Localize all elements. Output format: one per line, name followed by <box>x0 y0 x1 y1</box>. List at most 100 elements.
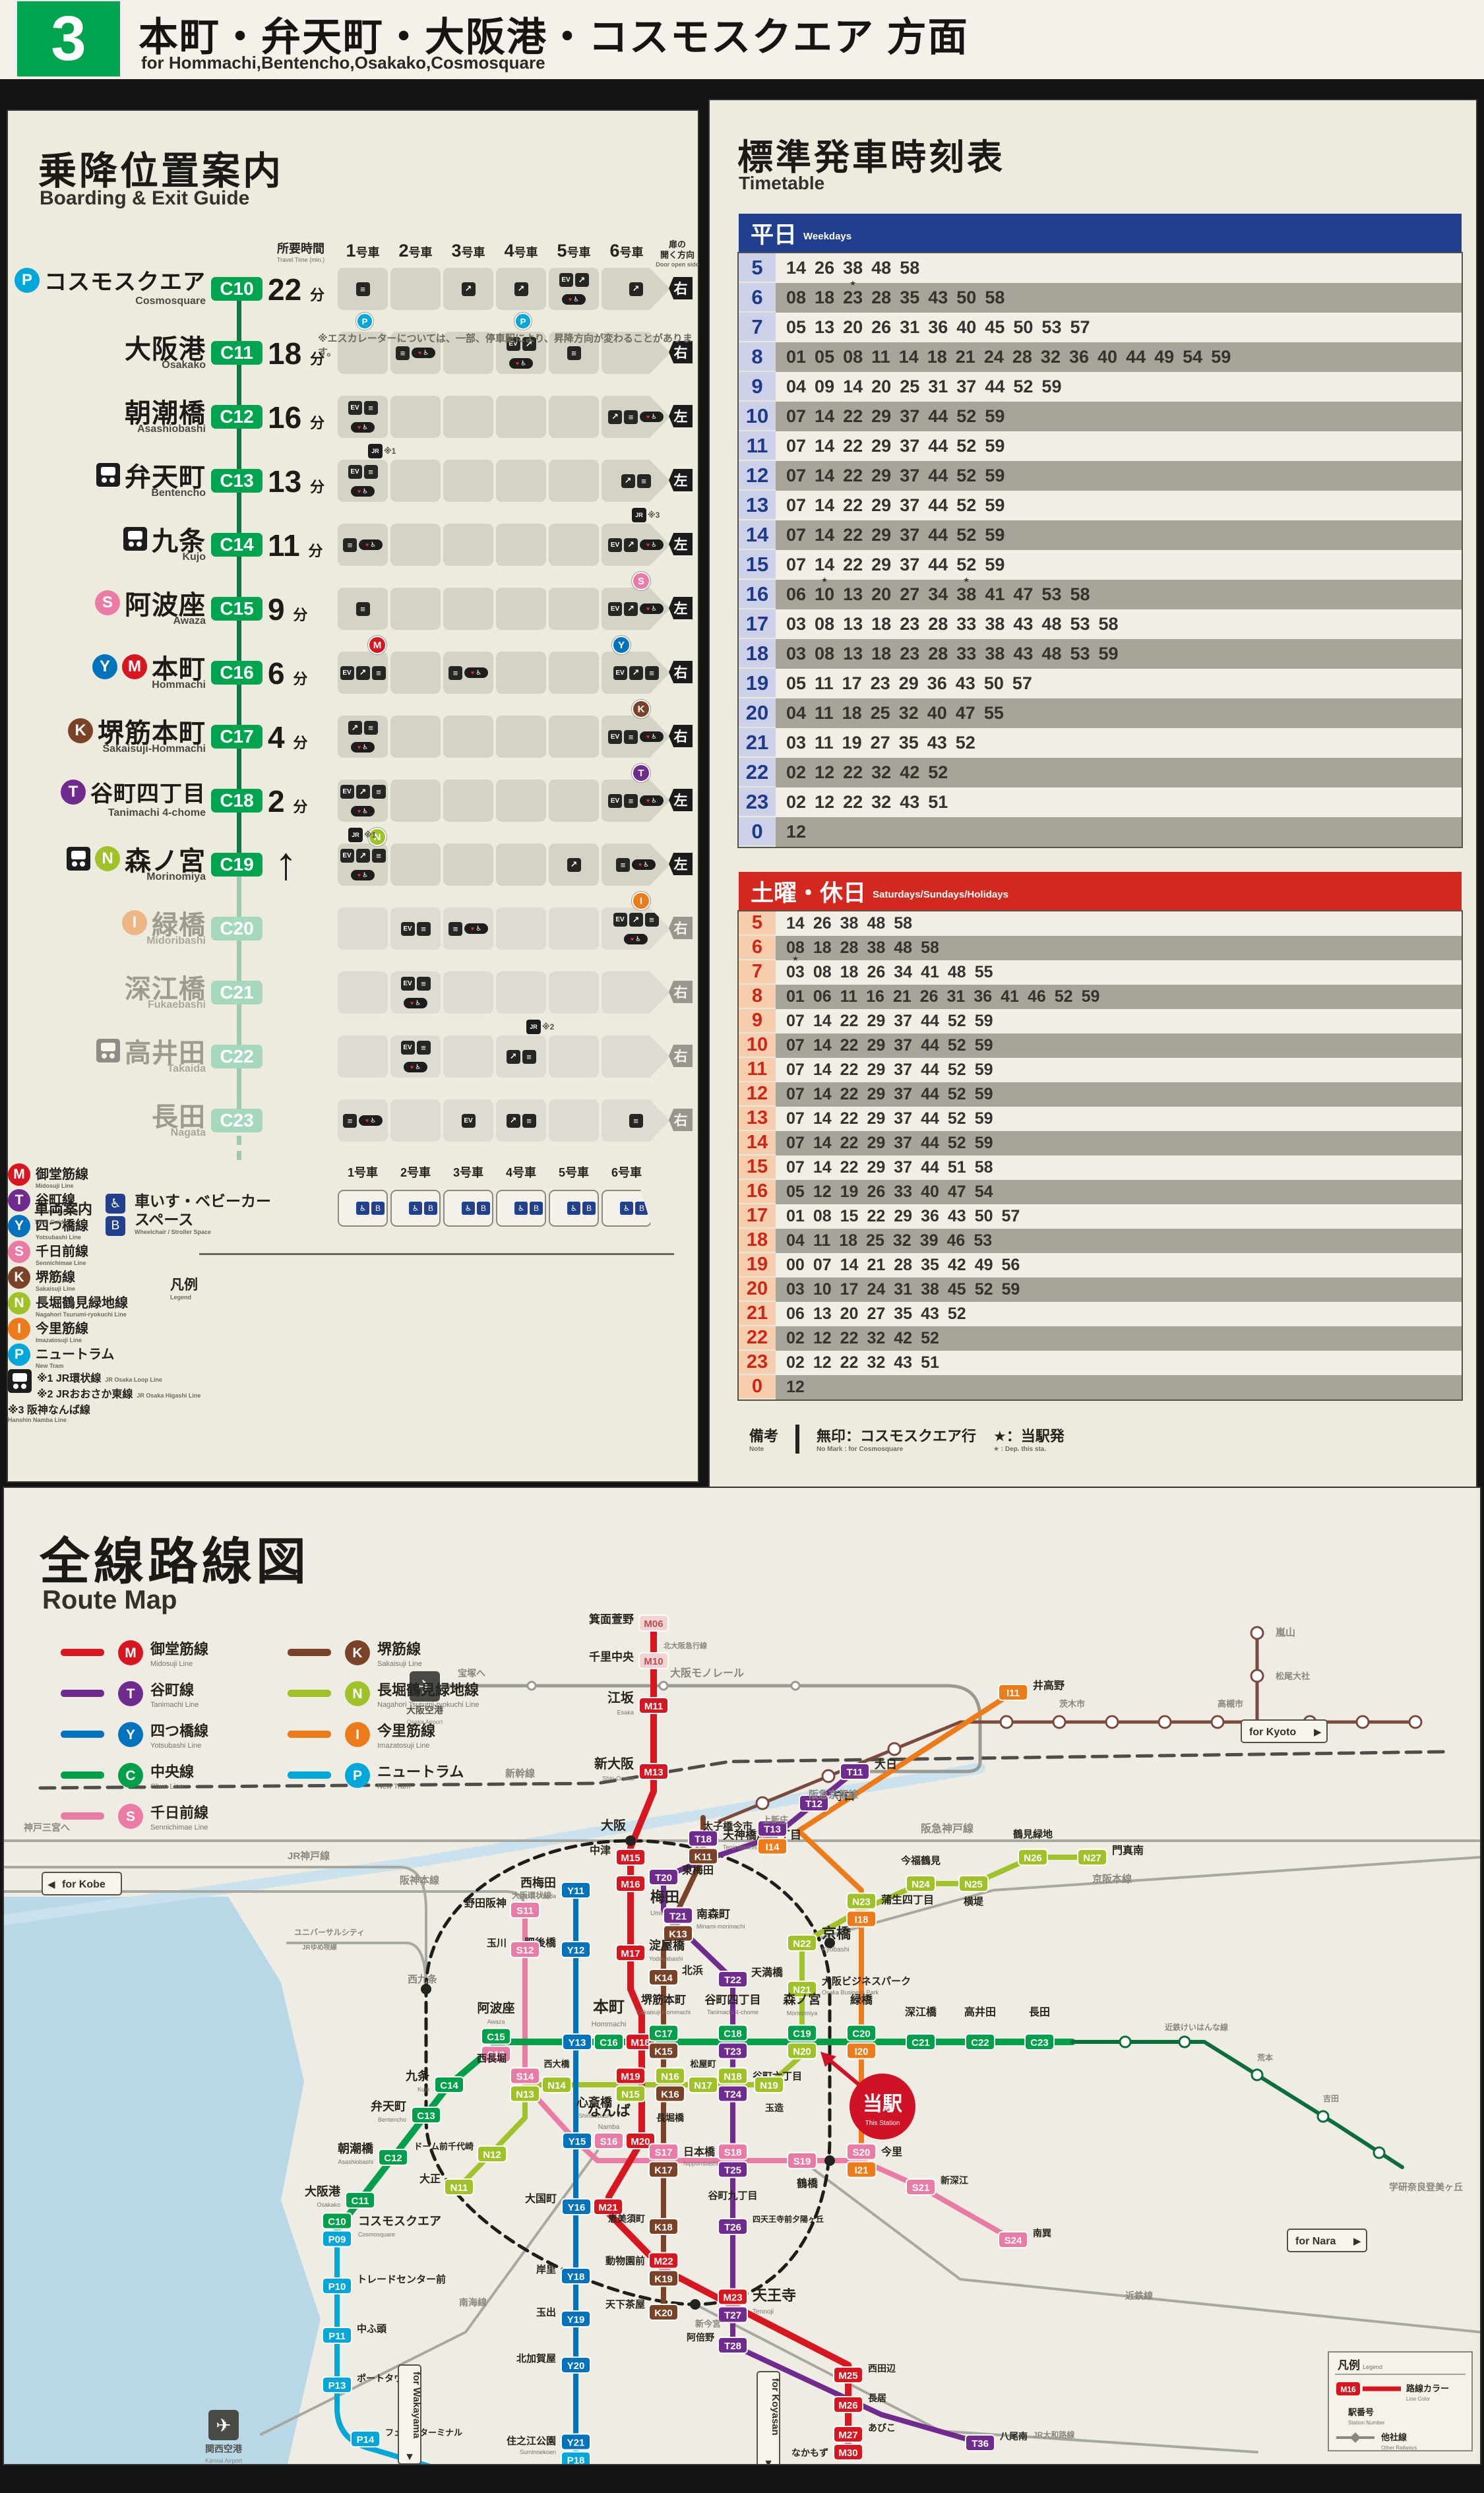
p-transfer-icon: P <box>514 313 532 330</box>
station-code-text: Y18 <box>567 2271 585 2283</box>
minute-value: 49 <box>974 1256 993 1274</box>
station-name-jp: 岸里 <box>536 2263 556 2275</box>
station-name-en: Sakaisuji-Hommachi <box>636 2009 691 2016</box>
legend-car-4: ♿ B <box>496 1190 546 1227</box>
station-code-chip-m30 <box>833 2444 863 2461</box>
minutes-cell: 07 14 22 29 37 44 52 59 <box>776 550 1462 580</box>
minute-value: 08 <box>786 288 807 307</box>
minute-value: 28 <box>928 614 948 634</box>
minute-value: 06 <box>786 1305 805 1323</box>
minute-value: 37 <box>894 1109 913 1128</box>
minute-value: 18 <box>927 347 947 367</box>
door-side-marker: 左 <box>669 597 693 619</box>
direction-box-for-nara: for Nara ▶ <box>1287 2229 1367 2252</box>
minute-value: 10 <box>813 1280 832 1299</box>
legend-line-jp: 今里筋線 <box>36 1322 88 1336</box>
station-code-text: C23 <box>1030 2037 1049 2048</box>
minute-value: 08 <box>815 644 835 663</box>
timetable-row-hour-5: 5 14 26 38 48 58 <box>739 253 1462 283</box>
minute-value: 59 <box>985 436 1005 456</box>
map-label: JR大和路線 <box>1033 2430 1074 2440</box>
airplane-glyph: ✈ <box>417 1677 432 1697</box>
station-code-chip-s24 <box>998 2231 1028 2248</box>
station-code-text: N11 <box>450 2182 468 2194</box>
hour-cell: 0 <box>739 817 776 847</box>
station-code-chip-n23 <box>846 1892 877 1910</box>
car-box-3: ↗ <box>443 268 493 310</box>
station-code-text: M23 <box>723 2293 742 2304</box>
station-name-en: Umeda <box>650 1910 672 1917</box>
hour-cell: 18 <box>739 639 776 669</box>
legend-line-item: P ニュートラム New Tram <box>8 1343 698 1369</box>
station-code-text: I11 <box>1006 1688 1020 1699</box>
minute-value: 14 <box>813 1085 832 1103</box>
wheelchair-space-icon: ♥ ♿ <box>359 539 383 550</box>
transfer-chip-above-car6: Y <box>612 636 631 654</box>
jr-line-icon <box>123 527 147 551</box>
legend-letter: M <box>125 1646 137 1661</box>
transfer-note-mark: ※1 <box>384 446 396 456</box>
car-box-5 <box>549 396 599 438</box>
minute-value: 37 <box>900 555 920 574</box>
car-box-1: EV ≡ ♥ ♿ <box>338 460 388 502</box>
s-line-icon: S <box>8 1241 30 1263</box>
minute-value: 13 <box>843 584 863 604</box>
station-row-c17: K 堺筋本町 Sakaisuji-Hommachi C17 4 分 ↗ ≡ ♥ ♿ EV ≡ ♥ ♿ K 右 <box>8 700 698 768</box>
minute-value: 43 <box>921 1305 939 1323</box>
minute-value: 29 <box>871 436 892 456</box>
legend-car-3: ♿ B <box>443 1190 493 1227</box>
legend-jr-en: JR Osaka Higashi Line <box>137 1392 201 1399</box>
timetable-title-jp: 標準発車時刻表 <box>737 138 1005 177</box>
station-name-jp: 中ふ頭 <box>357 2323 387 2335</box>
mini-legend-linecolor-en: Line Color <box>1406 2396 1431 2402</box>
legend-line-en: Imazatosuji Line <box>36 1337 82 1343</box>
station-code-chip-p14 <box>350 2430 381 2447</box>
map-station: C11 大阪港 Osakako <box>305 2184 375 2209</box>
minute-value: 44 <box>1126 347 1146 367</box>
this-station-en: This Station <box>865 2120 900 2127</box>
minute-value: 12 <box>813 1329 832 1347</box>
station-label: 高井田 <box>8 1031 206 1070</box>
station-label: Y M 本町 <box>8 648 206 686</box>
minute-value: 03 <box>786 963 805 982</box>
hour-cell: 19 <box>739 1253 776 1277</box>
n-transfer-icon: N <box>368 828 386 846</box>
door-side-marker: 左 <box>669 789 693 811</box>
station-name-en: Kujo <box>182 551 206 563</box>
timetable-row-hour-12: 12 07 14 22 29 37 44 52 59 <box>739 461 1462 491</box>
map-bead <box>999 1715 1014 1729</box>
minute-value: 31 <box>894 1280 913 1299</box>
mini-legend-chip-text: M16 <box>1340 2385 1356 2394</box>
travel-time-value: 22 分 <box>268 272 325 307</box>
station-name-jp: 玉出 <box>536 2306 556 2318</box>
arrow-down-icon: ▼ <box>404 2451 415 2463</box>
hour-cell: 8 <box>739 985 776 1009</box>
station-name-jp: 蒲生四丁目 <box>881 1893 934 1906</box>
legend-car-number: 2号車 <box>400 1166 431 1179</box>
legend-line-en: New Tram <box>377 1783 410 1791</box>
space-label-en: Wheelchair / Stroller Space <box>135 1229 212 1236</box>
station-code-chip: C22 <box>211 1045 263 1068</box>
car-box-6: ≡ <box>602 1099 670 1142</box>
minutes-cell: 01 08 15 22 29 36 43 50 57 <box>776 1204 1462 1229</box>
minute-value: 14 <box>815 466 835 485</box>
minute-value: 00 <box>786 1256 805 1274</box>
transfer-chip-above-car6: T <box>632 764 650 782</box>
station-code-text: N24 <box>912 1879 930 1890</box>
minute-value: 58 <box>894 914 913 933</box>
jr-line-icon <box>8 1369 32 1393</box>
station-name-jp: 南巽 <box>1033 2228 1051 2238</box>
minutes-cell: 03 08 18 26 34 41 48 55 <box>776 960 1462 985</box>
y-transfer-icon: Y <box>612 636 631 654</box>
map-bead <box>887 1742 902 1756</box>
map-station: C17 K15 堺筋本町 Sakaisuji-Hommachi <box>636 1993 691 2060</box>
station-code-chip-m26 <box>833 2396 863 2413</box>
legend-line-en: Midosuji Line <box>150 1660 193 1668</box>
train-guide-label: 車両案内 Train Guide <box>34 1201 93 1225</box>
minute-value: 32 <box>871 792 892 812</box>
station-code-text: Y11 <box>567 1886 584 1897</box>
station-name-jp: 阿倍野 <box>687 2332 714 2343</box>
station-code-text: S24 <box>1005 2235 1022 2246</box>
station-name-jp: 朝潮橋 <box>125 399 206 428</box>
station-name-jp: 長居 <box>868 2393 886 2403</box>
